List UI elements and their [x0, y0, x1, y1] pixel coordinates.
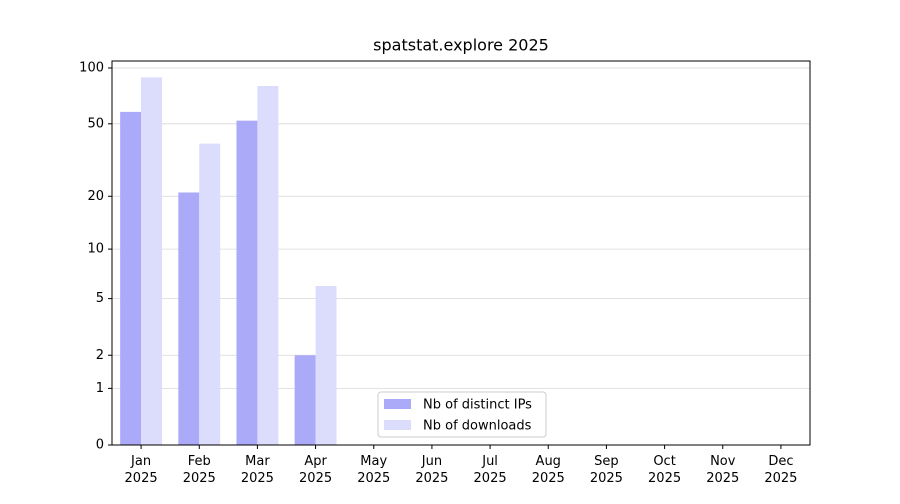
x-tick-label: Dec 2025	[764, 454, 797, 486]
x-tick-label: Oct 2025	[648, 454, 681, 486]
y-tick-label: 2	[96, 348, 104, 363]
y-tick-label: 0	[96, 438, 104, 453]
y-tick-label: 50	[87, 116, 104, 131]
bar	[141, 77, 163, 445]
y-tick-label: 100	[79, 60, 104, 75]
y-tick-label: 10	[87, 242, 104, 257]
x-tick-label: Apr 2025	[299, 454, 332, 486]
legend-box	[377, 391, 547, 438]
chart-title: spatstat.explore 2025	[373, 36, 549, 55]
bar	[315, 286, 337, 445]
y-tick-label: 20	[87, 189, 104, 204]
legend-label: Nb of downloads	[423, 419, 532, 434]
x-tick-label: Sep 2025	[590, 454, 623, 486]
x-tick-label: Jul 2025	[474, 454, 507, 486]
y-tick-label: 5	[96, 291, 104, 306]
x-tick-label: Jan 2025	[125, 454, 158, 486]
bar	[120, 111, 142, 445]
bar	[257, 86, 279, 445]
x-tick-label: Aug 2025	[532, 454, 565, 486]
x-tick-label: May 2025	[357, 454, 390, 486]
bar	[199, 143, 221, 446]
y-tick-label: 1	[96, 381, 104, 396]
x-tick-label: Nov 2025	[706, 454, 739, 486]
bar	[178, 192, 200, 445]
bar	[236, 120, 258, 445]
legend-swatch	[384, 420, 411, 430]
bar	[294, 355, 316, 445]
plot-frame	[111, 60, 811, 446]
x-tick-label: Mar 2025	[241, 454, 274, 486]
x-tick-label: Jun 2025	[415, 454, 448, 486]
x-tick-label: Feb 2025	[183, 454, 216, 486]
legend-label: Nb of distinct IPs	[423, 398, 532, 413]
legend-swatch	[384, 399, 411, 409]
